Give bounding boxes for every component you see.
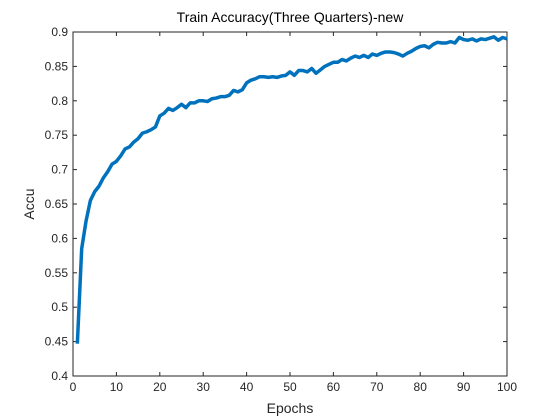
y-tick-label: 0.4 bbox=[51, 369, 68, 383]
y-tick-label: 0.75 bbox=[45, 128, 69, 142]
series-line bbox=[75, 35, 508, 344]
y-tick-label: 0.85 bbox=[45, 59, 69, 73]
x-axis-ticks: 0 10 20 30 40 50 60 70 80 90 100 bbox=[70, 32, 517, 394]
y-tick-label: 0.5 bbox=[51, 300, 68, 314]
x-tick-label: 80 bbox=[414, 380, 428, 394]
x-tick-label: 30 bbox=[197, 380, 211, 394]
y-tick-label: 0.9 bbox=[51, 25, 68, 39]
y-tick-label: 0.7 bbox=[51, 163, 68, 177]
y-axis-ticks: 0.4 0.45 0.5 0.55 0.6 0.65 0.7 0.75 0.8 0.85 0.9 bbox=[45, 25, 507, 383]
y-axis-label: Accu bbox=[21, 188, 37, 219]
series-layer bbox=[75, 35, 508, 344]
x-tick-label: 10 bbox=[110, 380, 124, 394]
x-tick-label: 100 bbox=[497, 380, 517, 394]
y-tick-label: 0.8 bbox=[51, 94, 68, 108]
y-tick-label: 0.45 bbox=[45, 335, 69, 349]
x-axis-label: Epochs bbox=[267, 400, 314, 416]
y-tick-label: 0.55 bbox=[45, 266, 69, 280]
chart-title: Train Accuracy(Three Quarters)-new bbox=[177, 9, 405, 25]
x-tick-label: 40 bbox=[240, 380, 254, 394]
x-tick-label: 0 bbox=[70, 380, 77, 394]
y-tick-label: 0.65 bbox=[45, 197, 69, 211]
x-tick-label: 70 bbox=[370, 380, 384, 394]
x-tick-label: 90 bbox=[457, 380, 471, 394]
x-tick-label: 50 bbox=[283, 380, 297, 394]
plot-area bbox=[72, 31, 508, 377]
y-tick-label: 0.6 bbox=[51, 231, 68, 245]
x-tick-label: 20 bbox=[153, 380, 167, 394]
x-tick-label: 60 bbox=[327, 380, 341, 394]
